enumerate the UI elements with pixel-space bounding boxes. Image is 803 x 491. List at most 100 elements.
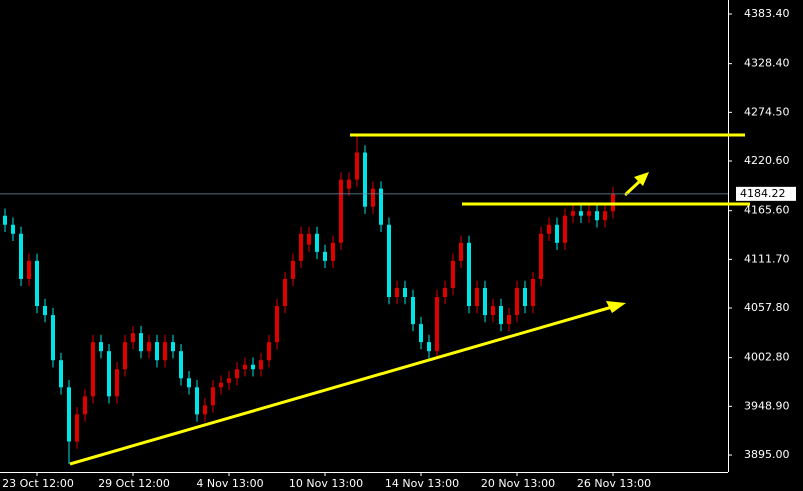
x-tick-label: 14 Nov 13:00: [385, 477, 459, 490]
x-tick-label: 23 Oct 12:00: [2, 477, 74, 490]
y-tick-label: 4220.60: [744, 154, 790, 167]
candle-body: [187, 378, 191, 388]
x-tick-label: 10 Nov 13:00: [289, 477, 363, 490]
candle-body: [467, 242, 471, 307]
candle-body: [139, 333, 143, 352]
candle-body: [523, 287, 527, 307]
candle-body: [355, 152, 359, 180]
candle-body: [571, 211, 575, 216]
candle-body: [147, 342, 151, 352]
candle-body: [171, 342, 175, 352]
candle-body: [195, 387, 199, 415]
candle-body: [275, 306, 279, 343]
candle-body: [107, 351, 111, 397]
candle-body: [235, 369, 239, 379]
candle-body: [331, 242, 335, 261]
candle-body: [307, 233, 311, 245]
y-tick-label: 4328.40: [744, 57, 790, 70]
x-tick-label: 29 Oct 12:00: [98, 477, 170, 490]
candle-body: [115, 369, 119, 397]
candle-body: [347, 179, 351, 189]
candle-body: [451, 260, 455, 288]
x-tick-label: 20 Nov 13:00: [481, 477, 555, 490]
candle-body: [43, 306, 47, 316]
y-tick-label: 4383.40: [744, 7, 790, 20]
candle-body: [371, 188, 375, 207]
y-tick-label: 4057.80: [744, 301, 790, 314]
candle-body: [411, 296, 415, 325]
candle-body: [227, 378, 231, 383]
candle-body: [259, 360, 263, 370]
candle-body: [475, 287, 479, 307]
y-tick-label: 4111.70: [744, 252, 790, 265]
candle-body: [435, 296, 439, 352]
candle-body: [283, 278, 287, 307]
candle-body: [579, 211, 583, 216]
candle-body: [99, 342, 103, 352]
candle-body: [179, 351, 183, 379]
candle-body: [427, 342, 431, 352]
candle-body: [315, 233, 319, 252]
candle-body: [27, 260, 31, 279]
candle-body: [35, 260, 39, 307]
candle-body: [19, 233, 23, 279]
candle-body: [75, 414, 79, 442]
candle-body: [483, 287, 487, 316]
current-price-tag: [736, 186, 796, 201]
candle-body: [403, 287, 407, 297]
candle-body: [395, 287, 399, 297]
candle-body: [131, 333, 135, 343]
candle-body: [3, 215, 7, 225]
candle-body: [419, 324, 423, 343]
candle-body: [379, 188, 383, 225]
drawings: [69, 133, 750, 466]
candle-body: [339, 179, 343, 243]
arrow-head: [634, 172, 649, 186]
x-tick-label: 4 Nov 13:00: [196, 477, 263, 490]
candle-body: [203, 405, 207, 415]
y-tick-label: 3895.00: [744, 448, 790, 461]
candle-body: [67, 387, 71, 442]
candle-body: [595, 211, 599, 221]
candle-body: [123, 342, 127, 370]
candle-body: [155, 342, 159, 361]
candle-body: [267, 342, 271, 361]
y-tick-label: 3948.90: [744, 399, 790, 412]
candle-body: [587, 211, 591, 216]
candle-body: [499, 306, 503, 325]
candle-body: [51, 315, 55, 361]
candle-body: [59, 360, 63, 388]
candle-body: [547, 224, 551, 234]
candle-body: [243, 364, 247, 370]
candle-body: [515, 287, 519, 316]
candle-body: [323, 251, 327, 261]
candle-body: [299, 233, 303, 261]
candle-body: [83, 396, 87, 415]
arrow-head: [606, 301, 626, 313]
candle-body: [163, 342, 167, 361]
candle-body: [459, 242, 463, 261]
candle-body: [11, 224, 15, 234]
y-tick-label: 4165.60: [744, 204, 790, 217]
x-tick-label: 26 Nov 13:00: [577, 477, 651, 490]
trend-line: [69, 305, 613, 466]
plot: [3, 136, 615, 465]
candle-body: [555, 224, 559, 243]
y-tick-label: 4002.80: [744, 351, 790, 364]
candle-body: [387, 224, 391, 297]
candle-body: [563, 215, 567, 243]
arrow: [623, 179, 642, 197]
candle-body: [251, 364, 255, 370]
candle-body: [211, 387, 215, 406]
candle-body: [507, 315, 511, 325]
candle-body: [363, 152, 367, 207]
current-price-label: 4184.22: [740, 187, 786, 200]
y-tick-label: 4274.50: [744, 105, 790, 118]
candle-body: [603, 211, 607, 221]
candle-body: [443, 287, 447, 297]
candle-body: [539, 233, 543, 279]
candle-body: [91, 342, 95, 397]
